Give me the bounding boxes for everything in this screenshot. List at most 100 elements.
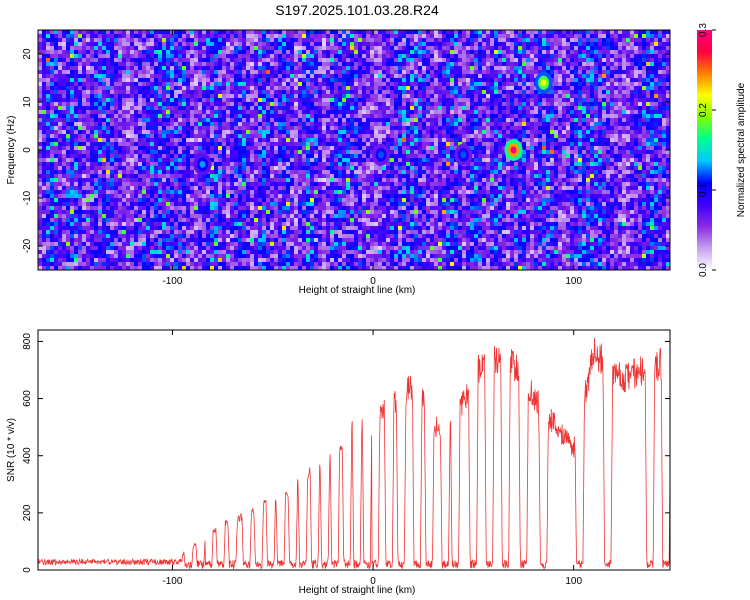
heatmap-cell xyxy=(430,114,435,119)
heatmap-cell xyxy=(602,42,607,47)
heatmap-cell xyxy=(278,82,283,87)
heatmap-cell xyxy=(470,82,475,87)
heatmap-cell xyxy=(638,90,643,95)
heatmap-cell xyxy=(474,38,479,43)
heatmap-cell xyxy=(190,58,195,63)
heatmap-cell xyxy=(454,122,459,127)
heatmap-cell xyxy=(606,146,611,151)
heatmap-cell xyxy=(214,58,219,63)
heatmap-cell xyxy=(298,82,303,87)
heatmap-cell xyxy=(270,114,275,119)
heatmap-cell xyxy=(502,78,507,83)
heatmap-cell xyxy=(122,62,127,67)
heatmap-cell xyxy=(410,138,415,143)
heatmap-cell xyxy=(190,150,195,155)
heatmap-cell xyxy=(46,90,51,95)
heatmap-cell xyxy=(350,94,355,99)
heatmap-cell xyxy=(462,118,467,123)
heatmap-cell xyxy=(122,38,127,43)
heatmap-cell xyxy=(578,58,583,63)
heatmap-cell xyxy=(150,102,155,107)
heatmap-cell xyxy=(350,134,355,139)
heatmap-cell xyxy=(50,142,55,147)
heatmap-cell xyxy=(426,98,431,103)
heatmap-cell xyxy=(94,146,99,151)
heatmap-cell xyxy=(530,62,535,67)
heatmap-cell xyxy=(482,30,487,35)
heatmap-cell xyxy=(450,34,455,39)
heatmap-cell xyxy=(114,74,119,79)
heatmap-cell xyxy=(350,154,355,159)
heatmap-cell xyxy=(302,130,307,135)
heatmap-cell xyxy=(662,106,667,111)
heatmap-cell xyxy=(346,154,351,159)
heatmap-cell xyxy=(130,126,135,131)
heatmap-cell xyxy=(430,94,435,99)
heatmap-cell xyxy=(86,142,91,147)
heatmap-cell xyxy=(58,34,63,39)
heatmap-cell xyxy=(642,142,647,147)
heatmap-cell xyxy=(602,130,607,135)
heatmap-cell xyxy=(102,86,107,91)
heatmap-cell xyxy=(306,138,311,143)
heatmap-cell xyxy=(514,54,519,59)
heatmap-cell xyxy=(526,102,531,107)
heatmap-cell xyxy=(638,70,643,75)
heatmap-cell xyxy=(74,90,79,95)
heatmap-cell xyxy=(242,102,247,107)
heatmap-cell xyxy=(398,34,403,39)
heatmap-cell xyxy=(590,110,595,115)
heatmap-cell xyxy=(574,50,579,55)
heatmap-cell xyxy=(138,70,143,75)
heatmap-cell xyxy=(494,54,499,59)
heatmap-cell xyxy=(282,66,287,71)
heatmap-cell xyxy=(246,130,251,135)
heatmap-cell xyxy=(490,114,495,119)
heatmap-cell xyxy=(162,54,167,59)
heatmap-cell xyxy=(174,86,179,91)
heatmap-cell xyxy=(502,42,507,47)
heatmap-cell xyxy=(326,34,331,39)
heatmap-cell xyxy=(110,110,115,115)
heatmap-cell xyxy=(226,62,231,67)
heatmap-cell xyxy=(50,130,55,135)
heatmap-cell xyxy=(318,50,323,55)
heatmap-cell xyxy=(342,150,347,155)
heatmap-cell xyxy=(202,86,207,91)
heatmap-cell xyxy=(122,78,127,83)
heatmap-cell xyxy=(462,74,467,79)
heatmap-cell xyxy=(454,106,459,111)
heatmap-cell xyxy=(566,50,571,55)
heatmap-cell xyxy=(390,78,395,83)
heatmap-cell xyxy=(482,102,487,107)
heatmap-cell xyxy=(662,98,667,103)
heatmap-cell xyxy=(654,138,659,143)
heatmap-cell xyxy=(266,58,271,63)
heatmap-cell xyxy=(170,66,175,71)
heatmap-cell xyxy=(650,150,655,155)
heatmap-cell xyxy=(330,126,335,131)
heatmap-cell xyxy=(390,38,395,43)
heatmap-cell xyxy=(110,82,115,87)
heatmap-cell xyxy=(530,70,535,75)
heatmap-cell xyxy=(630,126,635,131)
heatmap-cell xyxy=(374,38,379,43)
heatmap-cell xyxy=(474,122,479,127)
heatmap-cell xyxy=(418,138,423,143)
heatmap-cell xyxy=(506,78,511,83)
heatmap-cell xyxy=(90,42,95,47)
heatmap-cell xyxy=(46,42,51,47)
heatmap-cell xyxy=(74,82,79,87)
heatmap-cell xyxy=(222,86,227,91)
heatmap-cell xyxy=(378,50,383,55)
heatmap-cell xyxy=(618,82,623,87)
heatmap-cell xyxy=(346,82,351,87)
heatmap-cell xyxy=(378,98,383,103)
heatmap-cell xyxy=(606,130,611,135)
heatmap-cell xyxy=(366,50,371,55)
heatmap-cell xyxy=(42,110,47,115)
heatmap-cell xyxy=(354,62,359,67)
heatmap-cell xyxy=(562,70,567,75)
heatmap-cell xyxy=(598,46,603,51)
heatmap-cell xyxy=(258,106,263,111)
